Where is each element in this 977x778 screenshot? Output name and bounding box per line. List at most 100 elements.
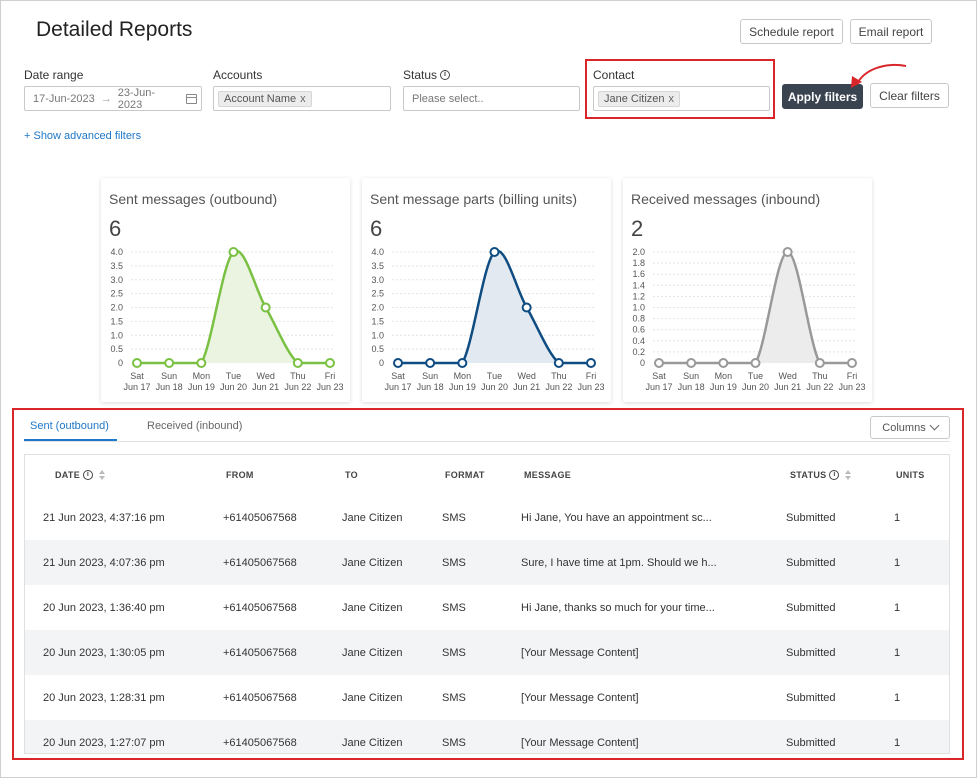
y-tick-label: 1.0 [632,303,645,313]
show-advanced-filters-link[interactable]: + Show advanced filters [24,130,142,142]
account-chip: Account Name x [218,90,312,107]
data-point [654,358,664,368]
x-tick-label: Jun 22 [545,382,572,392]
y-tick-label: 0.4 [632,336,645,346]
x-tick-label: Jun 23 [838,382,865,392]
table-row[interactable]: 20 Jun 2023, 1:36:40 pm +61405067568 Jan… [25,585,949,630]
contact-field[interactable]: Jane Citizen x [593,86,770,111]
cell-from: +61405067568 [223,646,297,659]
x-tick-label: Jun 21 [774,382,801,392]
date-start[interactable]: 17-Jun-2023 [33,92,95,105]
data-point [325,358,335,368]
info-icon[interactable]: i [829,470,840,480]
y-tick-label: 1.0 [110,330,123,340]
y-tick-label: 3.5 [371,261,384,271]
cell-units: 1 [894,736,901,749]
cell-message: Sure, I have time at 1pm. Should we h... [521,556,717,569]
cell-date: 20 Jun 2023, 1:27:07 pm [43,736,165,749]
data-point [228,247,239,257]
cell-from: +61405067568 [223,691,297,704]
y-tick-label: 1.5 [371,316,384,326]
accounts-field[interactable]: Account Name x [213,86,391,111]
y-tick-label: 1.0 [371,330,384,340]
column-header-status[interactable]: STATUS i [790,470,852,480]
tab-sent[interactable]: Sent (outbound) [30,420,109,432]
y-tick-label: 2.0 [371,303,384,313]
sort-icon[interactable] [99,470,106,480]
x-tick-label: Jun 20 [220,382,247,392]
cell-status: Submitted [786,691,836,704]
info-icon[interactable]: i [83,470,94,480]
cell-to: Jane Citizen [342,601,403,614]
table-row[interactable]: 21 Jun 2023, 4:37:16 pm +61405067568 Jan… [25,495,949,540]
column-header-units: UNITS [896,470,925,480]
sort-icon[interactable] [845,470,852,480]
tab-received[interactable]: Received (inbound) [147,420,243,432]
x-tick-label: Sat [391,371,405,381]
y-tick-label: 0 [640,358,645,368]
cell-to: Jane Citizen [342,691,403,704]
data-point [586,358,596,368]
table-row[interactable]: 20 Jun 2023, 1:28:31 pm +61405067568 Jan… [25,675,949,720]
clear-filters-button[interactable]: Clear filters [870,83,949,108]
accounts-label: Accounts [213,68,263,82]
data-point [292,358,303,368]
data-point [553,358,564,368]
cell-to: Jane Citizen [342,556,403,569]
x-tick-label: Jun 21 [252,382,279,392]
chart-total: 6 [109,216,122,241]
x-tick-label: Fri [586,371,597,381]
cell-units: 1 [894,646,901,659]
contact-highlight-box [585,59,775,119]
info-icon[interactable]: i [440,70,451,80]
apply-filters-button[interactable]: Apply filters [782,84,863,109]
remove-chip-icon[interactable]: x [668,92,675,105]
columns-button[interactable]: Columns [870,416,950,439]
x-tick-label: Sun [422,371,438,381]
remove-chip-icon[interactable]: x [300,92,306,105]
x-tick-label: Jun 19 [449,382,476,392]
chart-title: Sent messages (outbound) [109,191,278,207]
y-tick-label: 3.0 [110,275,123,285]
status-select[interactable]: Please select.. [403,86,580,111]
column-header-to: TO [345,470,358,480]
active-tab-indicator [24,439,117,441]
data-point [750,358,761,368]
x-tick-label: Jun 17 [384,382,411,392]
cell-format: SMS [442,556,466,569]
chart-title: Sent message parts (billing units) [370,191,577,207]
date-end[interactable]: 23-Jun-2023 [117,86,156,111]
table-row[interactable]: 20 Jun 2023, 1:30:05 pm +61405067568 Jan… [25,630,949,675]
page-title: Detailed Reports [36,18,193,41]
arrow-right-icon: → [100,92,112,105]
cell-format: SMS [442,511,466,524]
x-tick-label: Sat [130,371,144,381]
cell-date: 20 Jun 2023, 1:36:40 pm [43,601,165,614]
chart-card-received: Received messages (inbound) 2 2.0 1.8 1.6 1… [623,178,872,402]
schedule-report-button[interactable]: Schedule report [740,19,843,44]
table-row[interactable]: 20 Jun 2023, 1:27:07 pm +61405067568 Jan… [25,720,949,753]
y-tick-label: 2.0 [110,303,123,313]
data-point [686,358,697,368]
chart-card-sent: Sent messages (outbound) 6 4.0 3.5 3.0 2.5 2… [101,178,350,402]
calendar-icon[interactable] [186,93,197,104]
cell-status: Submitted [786,736,836,749]
column-header-from: FROM [226,470,254,480]
cell-status: Submitted [786,601,836,614]
x-tick-label: Jun 18 [417,382,444,392]
y-tick-label: 0 [118,358,123,368]
column-header-date[interactable]: DATE i [55,470,106,480]
contact-label: Contact [593,68,635,82]
date-range-field[interactable]: 17-Jun-2023 → 23-Jun-2023 [24,86,202,111]
x-tick-label: Jun 20 [742,382,769,392]
x-tick-label: Thu [290,371,306,381]
x-tick-label: Mon [193,371,211,381]
x-tick-label: Tue [226,371,241,381]
series-area [398,250,591,363]
table-row[interactable]: 21 Jun 2023, 4:07:36 pm +61405067568 Jan… [25,540,949,585]
email-report-button[interactable]: Email report [850,19,932,44]
y-tick-label: 3.5 [110,261,123,271]
x-tick-label: Jun 18 [678,382,705,392]
x-tick-label: Mon [454,371,472,381]
